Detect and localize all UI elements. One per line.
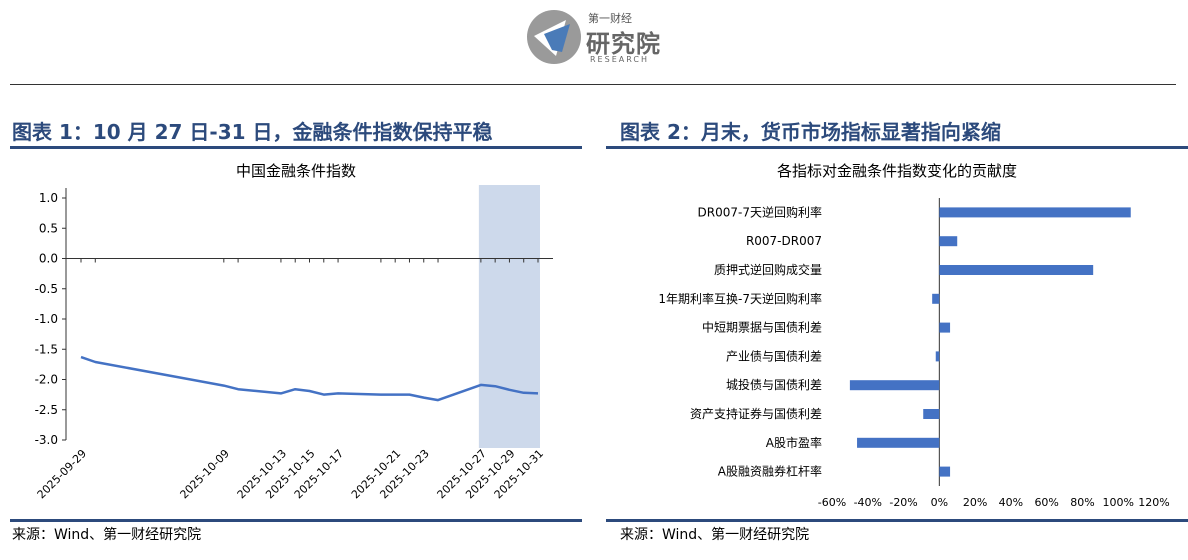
y-tick-label: 0.5 — [39, 221, 58, 235]
x-tick-label: 2025-10-09 — [178, 447, 232, 501]
y-tick-label: -2.0 — [35, 373, 58, 387]
index-line-series — [80, 355, 539, 402]
right-title-rule — [606, 146, 1188, 149]
y-tick-label: 0.0 — [39, 252, 58, 266]
y-tick-label: -1.0 — [35, 312, 58, 326]
line-chart-title: 中国金融条件指数 — [235, 162, 356, 180]
logo-text-en: RESEARCH — [590, 55, 649, 64]
y-tick-label: -0.5 — [35, 282, 58, 296]
x-tick-label: 60% — [1034, 496, 1058, 509]
header-divider — [10, 84, 1176, 85]
category-label: 中短期票据与国债利差 — [702, 320, 822, 335]
y-tick-label: -2.5 — [35, 403, 58, 417]
bar — [939, 265, 1094, 275]
category-label: DR007-7天逆回购利率 — [698, 204, 822, 219]
x-tick-label: 0% — [931, 496, 948, 509]
x-tick-label: 2025-09-29 — [35, 447, 89, 501]
bar-chart: DR007-7天逆回购利率 R007-DR007 质押式逆回购成交量 1年期利率互换-… — [658, 198, 1170, 509]
left-title-rule — [10, 146, 582, 149]
bar-chart-title: 各指标对金融条件指数变化的贡献度 — [776, 162, 1017, 180]
category-label: R007-DR007 — [746, 234, 822, 248]
category-label: 质押式逆回购成交量 — [714, 262, 822, 277]
bar — [923, 409, 940, 419]
x-tick-label: 120% — [1138, 496, 1169, 509]
x-tick-label: 100% — [1102, 496, 1133, 509]
x-tick-label: -60% — [818, 496, 846, 509]
bar — [939, 236, 958, 247]
category-label: A股市盈率 — [766, 435, 822, 450]
x-tick-label: 20% — [963, 496, 987, 509]
line-chart: 1.0 0.5 0.0 -0.5 -1.0 -1.5 -2.0 -2.5 -3.02025-09… — [35, 185, 553, 501]
right-source: 来源：Wind、第一财经研究院 — [620, 527, 810, 543]
left-figure-title: 图表 1：10 月 27 日-31 日，金融条件指数保持平稳 — [12, 120, 493, 144]
category-label: 资产支持证券与国债利差 — [690, 406, 822, 421]
right-figure-title: 图表 2：月末，货币市场指标显著指向紧缩 — [620, 120, 1001, 144]
left-source: 来源：Wind、第一财经研究院 — [12, 527, 202, 543]
logo-text-small: 第一财经 — [588, 12, 632, 25]
logo-text-big: 研究院 — [586, 30, 661, 58]
bar — [932, 293, 940, 304]
category-label: 产业债与国债利差 — [726, 349, 822, 363]
bar — [857, 437, 940, 448]
logo: 第一财经 研究院 RESEARCH — [526, 6, 666, 68]
bar — [939, 207, 1131, 218]
category-label: 1年期利率互换-7天逆回购利率 — [658, 291, 822, 306]
bar — [849, 380, 940, 391]
x-tick-label: 40% — [999, 496, 1023, 509]
category-label: 城投债与国债利差 — [726, 377, 822, 392]
bar — [935, 351, 940, 362]
right-source-rule — [606, 519, 1188, 522]
y-tick-label: -3.0 — [35, 433, 58, 447]
highlight-band — [478, 185, 540, 448]
x-tick-label: 80% — [1070, 496, 1094, 509]
y-tick-label: 1.0 — [39, 191, 58, 205]
x-tick-label: -40% — [854, 496, 882, 509]
bar — [939, 466, 951, 477]
x-tick-label: -20% — [889, 496, 917, 509]
y-tick-label: -1.5 — [35, 342, 58, 356]
left-source-rule — [10, 519, 582, 522]
bar — [939, 322, 951, 333]
category-label: A股融资融券杠杆率 — [718, 464, 822, 479]
logo-mark-icon — [527, 10, 581, 64]
